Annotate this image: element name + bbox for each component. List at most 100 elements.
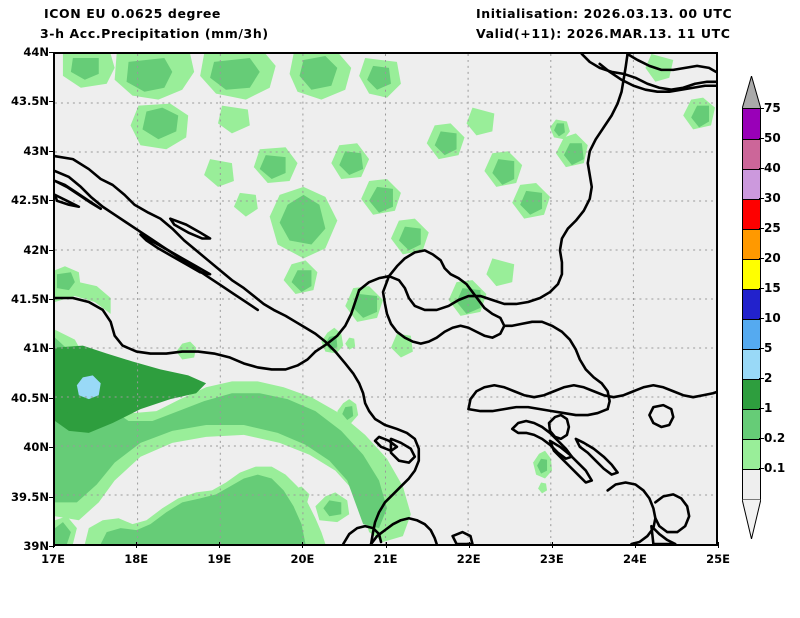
colorbar-band [743, 259, 760, 289]
longitude-tick-label: 20E [290, 552, 315, 566]
latitude-tick-label: 41.5N [11, 292, 49, 306]
latitude-tick-mark [49, 101, 55, 103]
longitude-tick-label: 21E [373, 552, 398, 566]
colorbar-tick-label: 25 [764, 221, 781, 235]
latitude-tick-label: 39N [23, 539, 49, 553]
colorbar-tick-mark [759, 198, 764, 199]
latitude-tick-label: 42N [23, 242, 49, 257]
longitude-tick-mark [385, 542, 387, 548]
colorbar-tick-label: 15 [764, 281, 781, 295]
map-canvas [55, 54, 716, 544]
longitude-tick-mark [718, 542, 719, 548]
colorbar-tick-label: 40 [764, 161, 781, 175]
colorbar-tick-label: 5 [764, 341, 773, 355]
map-plot-area[interactable] [53, 52, 718, 546]
colorbar-tick-mark [759, 318, 764, 319]
latitude-tick-mark [49, 546, 55, 547]
field-name-label: 3-h Acc.Precipitation (mm/3h) [40, 26, 269, 41]
longitude-tick-mark [302, 542, 304, 548]
latitude-tick-label: 42.5N [11, 193, 49, 208]
colorbar-tick-mark [759, 348, 764, 349]
colorbar-band [743, 199, 760, 229]
valid-time-label: Valid(+11): 2026.MAR.13. 11 UTC [476, 26, 731, 41]
colorbar-band [743, 379, 760, 409]
latitude-tick-label: 43N [23, 143, 49, 158]
latitude-tick-label: 39.5N [11, 489, 49, 504]
initialisation-time-label: Initialisation: 2026.03.13. 00 UTC [476, 6, 733, 21]
longitude-tick-label: 25E [706, 552, 730, 566]
latitude-tick-mark [49, 348, 55, 350]
colorbar-tick-label: 0.2 [764, 431, 786, 445]
latitude-tick-mark [49, 52, 55, 53]
longitude-tick-label: 19E [207, 552, 232, 566]
latitude-tick-label: 43.5N [11, 94, 49, 109]
colorbar-tick-mark [759, 168, 764, 169]
latitude-tick-label: 40.5N [11, 390, 49, 405]
colorbar-tick-label: 75 [764, 101, 781, 115]
latitude-axis: 39N 39.5N 40N 40.5N 41N 41.5N 42N 42.5N 43N 43.5N… [0, 45, 55, 553]
colorbar-over-arrow [742, 76, 761, 109]
colorbar-tick-mark [759, 108, 764, 109]
longitude-tick-label: 17E [41, 552, 65, 566]
colorbar-band-divider [743, 439, 760, 440]
colorbar-band-divider [743, 319, 760, 320]
longitude-tick-mark [551, 542, 553, 548]
latitude-tick-mark [49, 299, 55, 300]
colorbar-band [743, 439, 760, 469]
latitude-tick-mark [49, 200, 55, 202]
latitude-tick-mark [49, 496, 55, 498]
colorbar-band-divider [743, 259, 760, 260]
longitude-tick-mark [53, 542, 54, 548]
colorbar-tick-mark [759, 228, 764, 229]
colorbar-band [743, 409, 760, 439]
colorbar-tick-mark [759, 438, 764, 439]
latitude-tick-label: 44N [23, 45, 49, 59]
latitude-tick-mark [49, 249, 55, 251]
colorbar-tick-label: 50 [764, 131, 781, 145]
precipitation-colorbar[interactable] [742, 108, 761, 500]
colorbar-tick-mark [759, 408, 764, 409]
colorbar-band-divider [743, 169, 760, 170]
colorbar-tick-mark [759, 258, 764, 259]
colorbar-band-divider [743, 289, 760, 290]
colorbar-band-divider [743, 469, 760, 470]
longitude-tick-label: 22E [456, 552, 481, 566]
latitude-tick-mark [49, 397, 55, 399]
colorbar-tick-label: 10 [764, 311, 781, 325]
colorbar-band-divider [743, 139, 760, 140]
colorbar-tick-label: 2 [764, 371, 773, 385]
longitude-axis: 17E 18E 19E 20E 21E 22E 23E 24E 25E [41, 542, 730, 568]
map-gridlines [55, 54, 716, 544]
colorbar-band-divider [743, 379, 760, 380]
longitude-tick-label: 23E [539, 552, 564, 566]
colorbar-under-arrow [742, 499, 761, 539]
colorbar-band [743, 109, 760, 139]
colorbar-band [743, 229, 760, 259]
model-name-label: ICON EU 0.0625 degree [44, 6, 221, 21]
longitude-tick-mark [634, 542, 636, 548]
latitude-tick-label: 41N [23, 341, 49, 356]
longitude-tick-label: 18E [124, 552, 149, 566]
colorbar-band [743, 469, 760, 499]
colorbar-tick-label: 30 [764, 191, 781, 205]
longitude-tick-mark [136, 542, 138, 548]
colorbar-tick-mark [759, 468, 764, 469]
latitude-tick-mark [49, 447, 55, 449]
longitude-tick-label: 24E [622, 552, 647, 566]
colorbar-tick-mark [759, 378, 764, 379]
colorbar-band [743, 319, 760, 349]
colorbar-tick-label: 1 [764, 401, 773, 415]
colorbar-band-divider [743, 229, 760, 230]
colorbar-tick-mark [759, 288, 764, 289]
latitude-tick-mark [49, 150, 55, 152]
colorbar-tick-label: 20 [764, 251, 781, 265]
coastline-overlay [55, 54, 716, 544]
longitude-tick-mark [219, 542, 221, 548]
longitude-tick-mark [468, 542, 470, 548]
colorbar-tick-label: 0.1 [764, 461, 786, 475]
colorbar-tick-mark [759, 138, 764, 139]
colorbar-band [743, 289, 760, 319]
colorbar-band-divider [743, 199, 760, 200]
colorbar-band-divider [743, 409, 760, 410]
